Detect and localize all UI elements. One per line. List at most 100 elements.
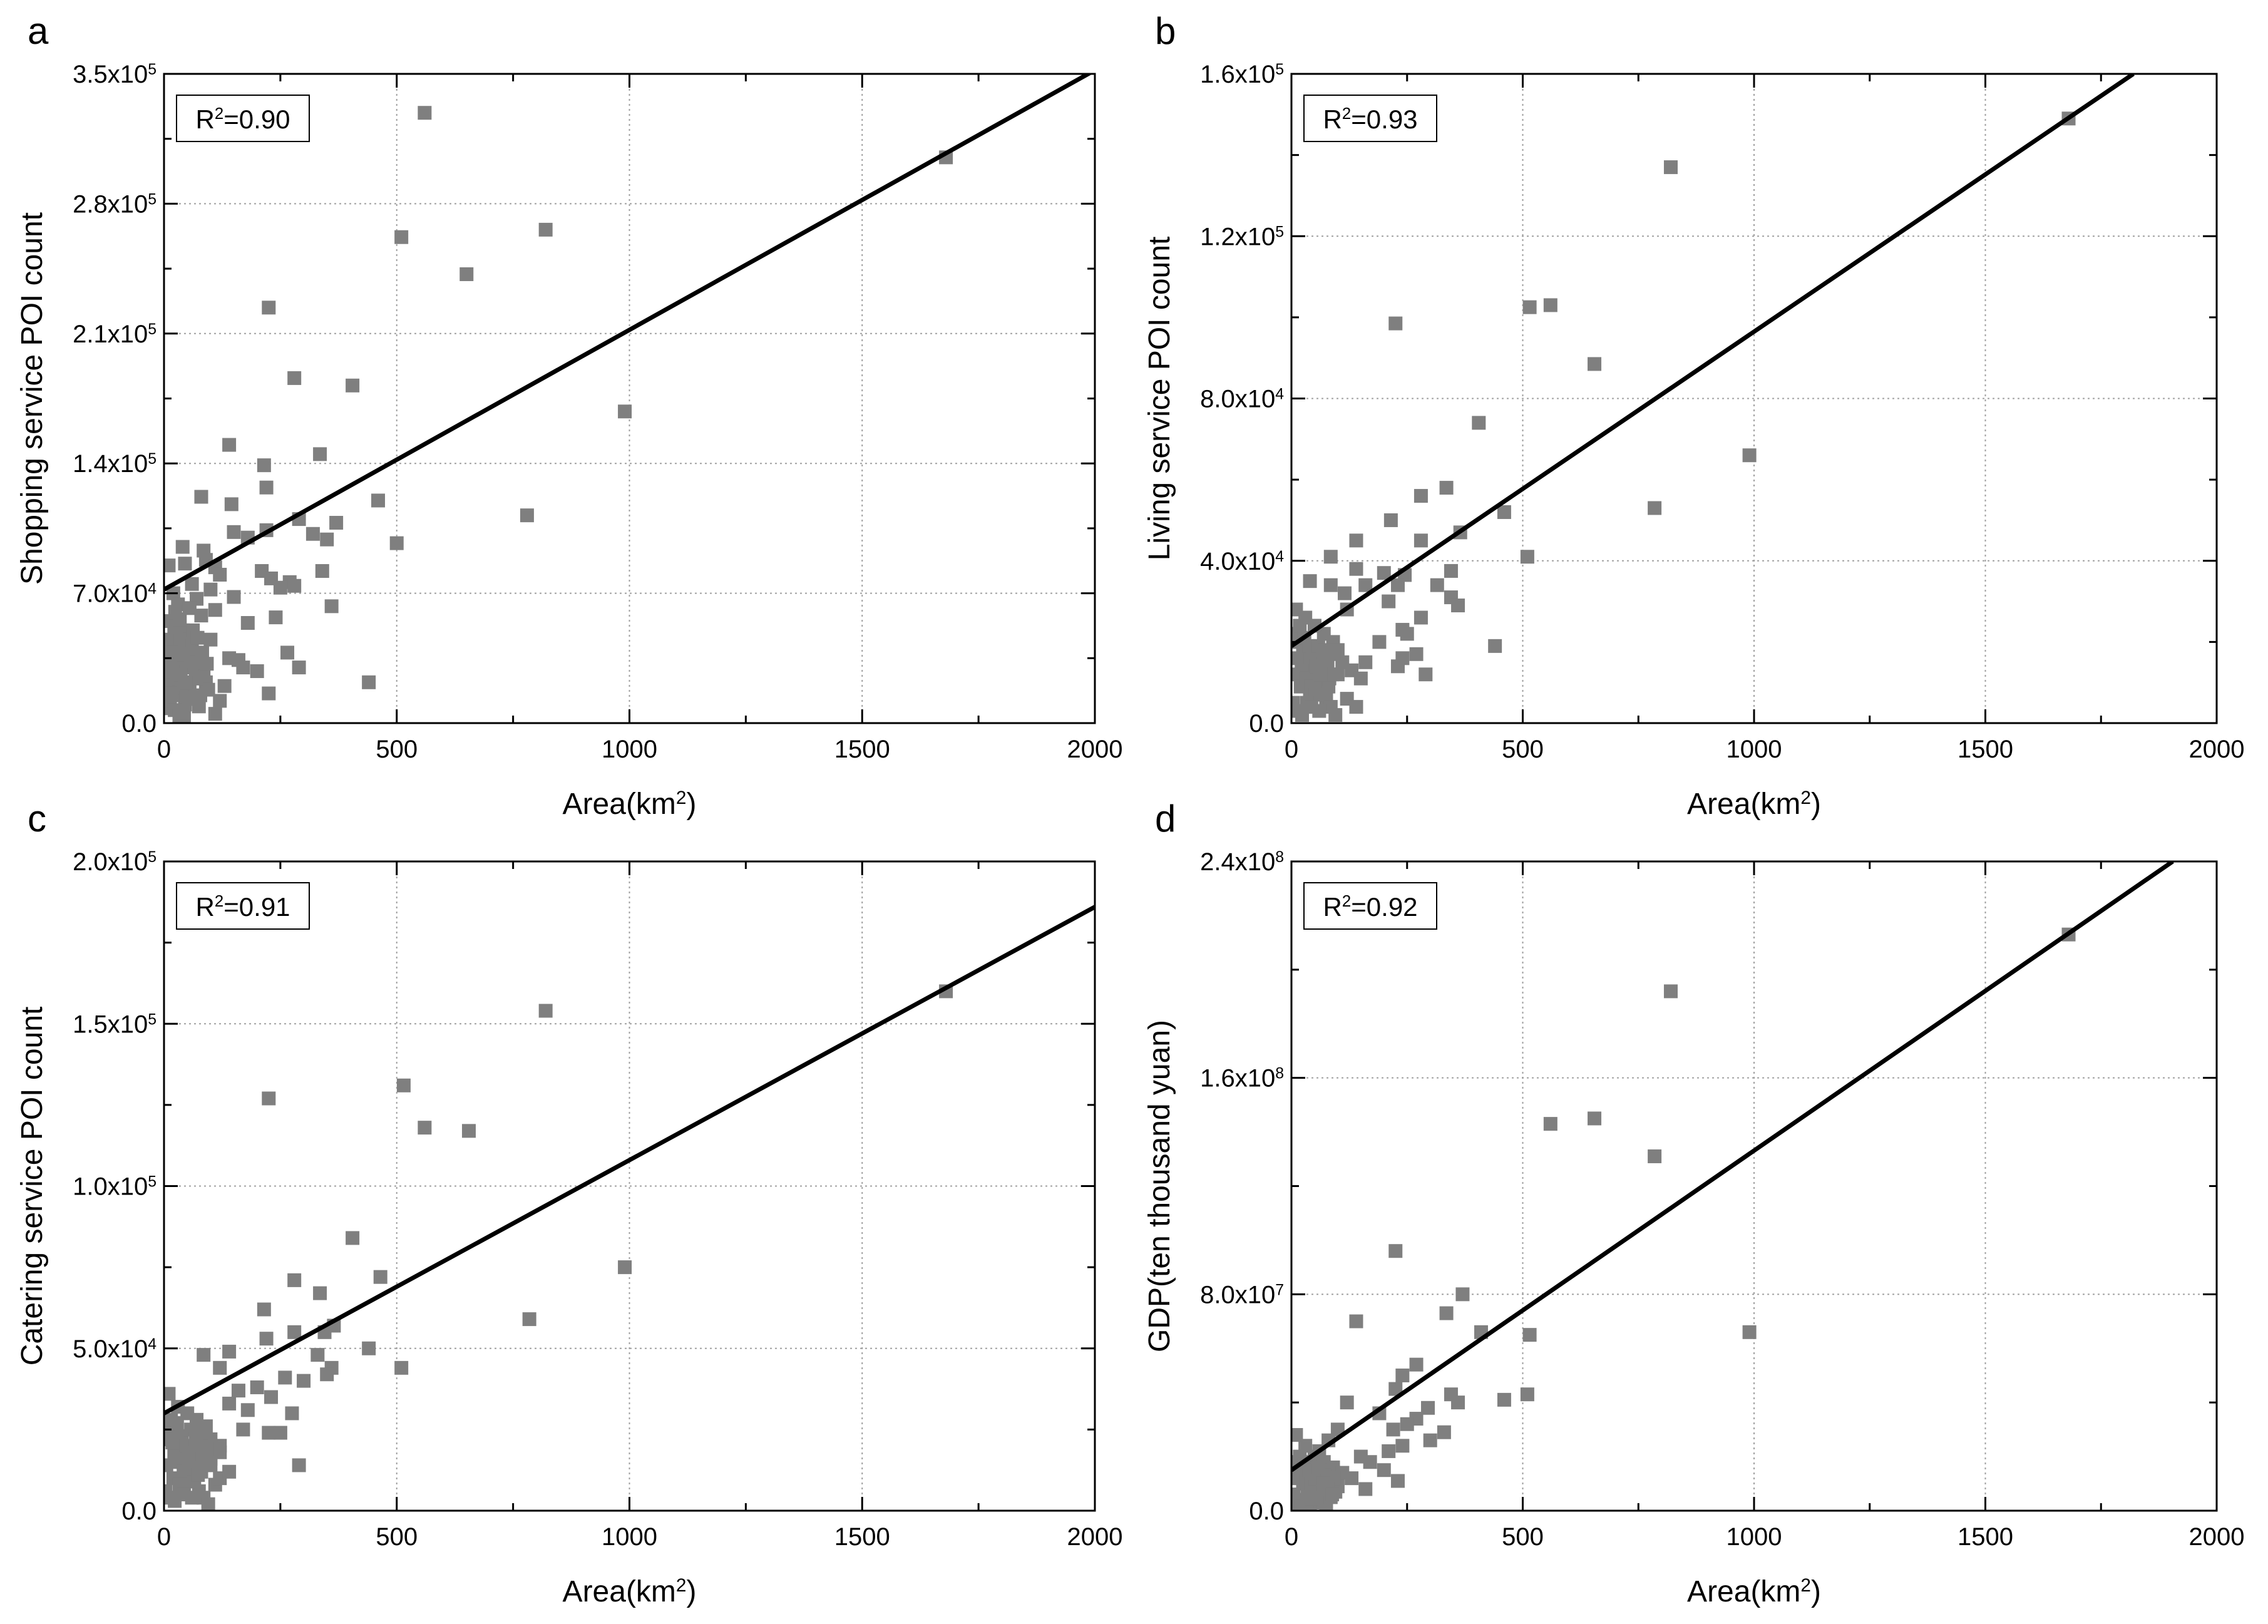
data-point [396,1078,411,1092]
data-point [1439,481,1454,495]
data-point [173,612,187,627]
data-point [1520,1387,1534,1402]
data-point [208,603,222,617]
data-point [262,686,276,701]
data-point [194,490,208,504]
data-point [203,632,218,647]
axis-ticks [1290,860,2218,1512]
y-tick-label: 1.5x105 [73,1010,157,1038]
data-point [313,447,327,461]
fit-line [164,905,1095,1416]
data-point [1497,505,1511,519]
data-point [280,645,295,660]
y-tick-label: 8.0x104 [1200,386,1284,413]
data-point [194,609,208,623]
data-point [315,564,329,578]
data-point [1304,700,1318,714]
data-point [178,675,193,689]
data-point [175,540,190,554]
data-point [346,1231,360,1245]
data-point [1349,1314,1363,1328]
r2-label: R2=0.91 [195,892,290,922]
data-point [1386,1422,1400,1437]
data-point [197,1348,211,1362]
data-point [1414,533,1428,548]
x-tick-label: 1000 [602,1523,657,1551]
data-point [1313,667,1328,682]
data-point [1588,357,1602,371]
data-points [164,106,953,723]
data-point [320,532,334,547]
data-point [362,1341,376,1355]
data-point [292,660,306,675]
x-axis-title: Area(km2) [563,788,697,821]
y-tick-label: 1.6x105 [1200,61,1284,88]
data-point [1390,578,1405,592]
data-point [1349,700,1363,714]
data-point [1303,574,1317,588]
data-point [1372,635,1387,649]
data-point [190,630,205,645]
data-point [1543,1117,1557,1131]
data-point [264,1390,279,1404]
y-axis-title: Shopping service POI count [16,212,49,585]
data-point [222,438,237,452]
x-axis-title: Area(km2) [1687,788,1821,821]
data-point [1337,586,1352,600]
data-point [192,699,206,714]
data-point [1353,671,1368,686]
data-point [305,527,320,541]
data-points [164,984,953,1511]
data-point [538,222,553,237]
x-tick-label: 500 [376,1523,418,1551]
x-tick-label: 2000 [2189,1523,2245,1551]
data-point [1388,316,1403,331]
data-point [222,1464,237,1479]
data-point [1325,1488,1340,1502]
data-point [222,651,237,666]
data-point [1588,1111,1602,1126]
data-point [1451,1395,1465,1410]
y-tick-label: 2.8x105 [73,190,157,218]
data-point [1363,1455,1377,1469]
axis-ticks [1290,73,2218,724]
data-point [1326,1471,1341,1486]
data-point [262,301,276,315]
data-point [177,1488,191,1502]
y-tick-label: 2.1x105 [73,321,157,348]
y-tick-label: 0.0 [121,1498,157,1525]
x-tick-label: 0 [1285,1523,1298,1551]
data-point [1414,489,1428,503]
data-point [182,601,197,615]
data-point [1304,1491,1318,1506]
data-point [1358,655,1373,669]
x-tick-label: 0 [1285,736,1298,763]
r2-box [1303,882,1437,930]
data-point [170,1416,184,1431]
data-point [273,1426,287,1440]
data-point [1400,627,1414,641]
data-point [394,1360,409,1375]
data-point [418,106,432,120]
x-tick-label: 0 [157,1523,171,1551]
data-point [418,1121,432,1135]
data-point [1520,550,1534,564]
y-tick-label: 1.4x105 [73,450,157,478]
data-point [1648,501,1662,515]
data-point [1298,1439,1313,1453]
data-point [1382,1444,1396,1458]
y-tick-label: 7.0x104 [73,580,157,608]
data-point [236,660,250,675]
data-point [1358,1482,1373,1496]
panel-b: 0 500 1000 1500 2000 0.0 4.0x104 8.0x104 1.2x105… [1143,10,2244,821]
x-tick-label: 0 [157,736,171,763]
data-point [1663,984,1678,999]
data-point [231,1384,245,1398]
data-point [313,1286,327,1300]
data-point [164,686,178,701]
data-point [1323,578,1338,592]
data-point [1291,1428,1303,1442]
panel-a: 0 500 1000 1500 2000 0.0 7.0x104 1.4x105 2.1x105… [16,10,1122,821]
data-point [222,1396,237,1411]
data-point [164,645,178,660]
